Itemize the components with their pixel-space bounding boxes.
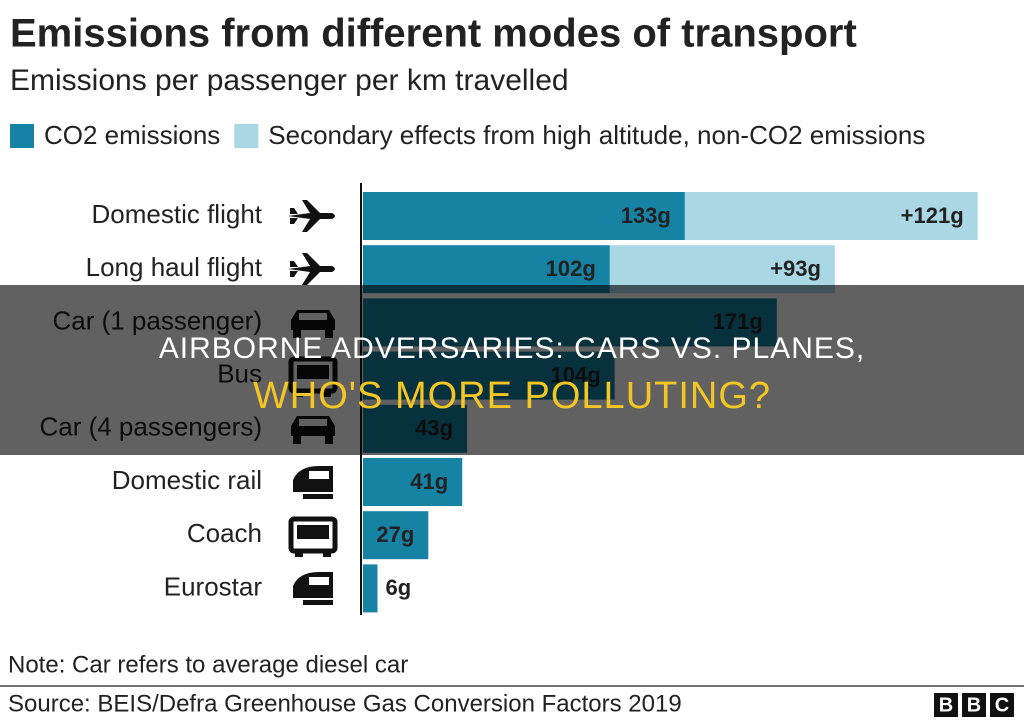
legend-swatch — [10, 124, 34, 148]
value-label: 41g — [410, 469, 448, 494]
logo-letter: B — [967, 694, 981, 716]
value-label: +93g — [770, 256, 821, 281]
value-label: 133g — [621, 203, 671, 228]
bar-segment — [363, 511, 429, 560]
source: Source: BEIS/Defra Greenhouse Gas Conver… — [8, 690, 682, 717]
logo-letter: C — [995, 694, 1009, 716]
chart-title: Emissions from different modes of transp… — [10, 12, 857, 56]
value-label: 27g — [376, 522, 414, 547]
overlay-subtitle: WHO'S MORE POLLUTING? — [253, 375, 771, 417]
category-label: Eurostar — [164, 571, 263, 601]
value-label: 6g — [386, 575, 412, 600]
bar-segment — [363, 192, 685, 240]
category-label: Domestic flight — [92, 199, 263, 229]
category-label: Coach — [187, 518, 262, 548]
note: Note: Car refers to average diesel car — [8, 651, 408, 678]
legend-label: Secondary effects from high altitude, no… — [268, 120, 925, 150]
value-label: 102g — [546, 256, 596, 281]
category-label: Domestic rail — [112, 465, 262, 495]
bar-segment — [363, 564, 378, 613]
value-label: +121g — [901, 203, 964, 228]
legend-label: CO2 emissions — [44, 120, 220, 150]
overlay-band — [0, 285, 1024, 455]
bar-segment — [684, 192, 978, 240]
category-label: Long haul flight — [86, 252, 263, 282]
logo-letter: B — [939, 694, 953, 716]
chart-subtitle: Emissions per passenger per km travelled — [10, 64, 569, 97]
bar-segment — [363, 458, 463, 506]
legend-swatch — [234, 124, 259, 148]
logo: B B C — [934, 693, 1014, 717]
overlay-title: AIRBORNE ADVERSARIES: CARS VS. PLANES, — [159, 332, 866, 365]
